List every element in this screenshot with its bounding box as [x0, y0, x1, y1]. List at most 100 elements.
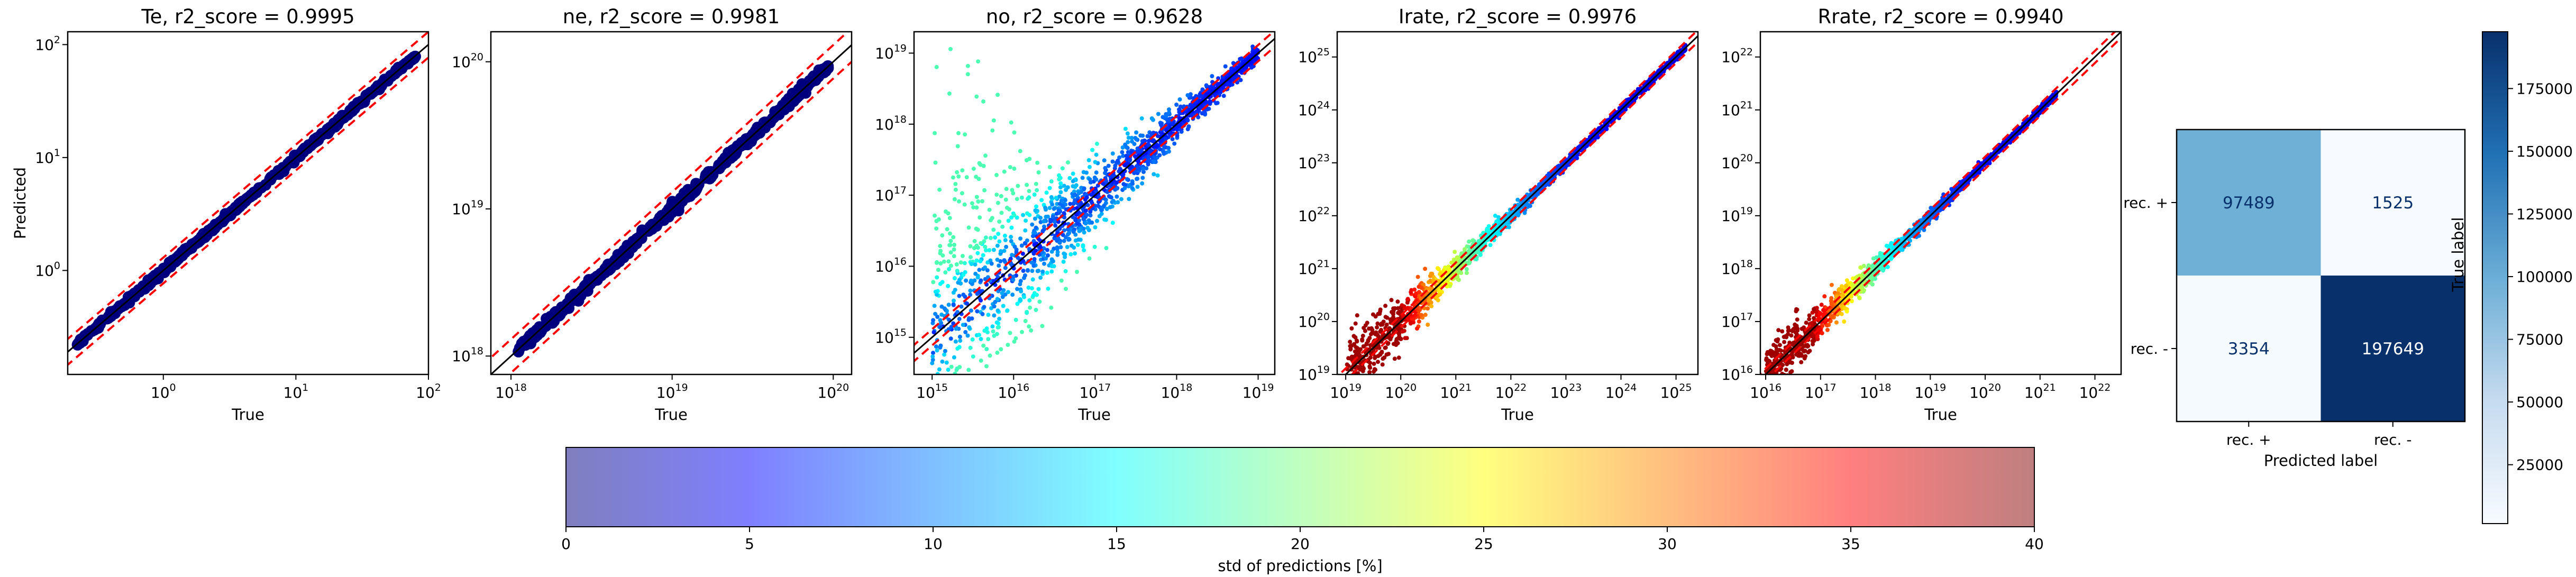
x-tick-label-base: 10	[817, 384, 836, 401]
data-point	[1253, 57, 1258, 61]
data-point	[1419, 286, 1424, 290]
data-point	[1004, 187, 1009, 191]
x-tick-label-base: 10	[1550, 384, 1569, 401]
data-point	[311, 132, 323, 144]
data-point	[1060, 166, 1065, 171]
data-point	[1009, 225, 1014, 230]
y-tick-label-exponent: 20	[1317, 311, 1330, 323]
x-tick-label: 1022	[1495, 382, 1527, 401]
data-point	[975, 375, 980, 380]
data-point	[1390, 310, 1394, 314]
data-point	[945, 227, 949, 232]
data-point	[1132, 171, 1137, 176]
data-point	[1012, 166, 1017, 171]
data-point	[938, 345, 943, 350]
data-point	[954, 326, 958, 331]
x-tick-label-exponent: 20	[1404, 382, 1417, 393]
data-point	[1155, 134, 1160, 139]
data-point	[1140, 133, 1145, 138]
data-point	[1780, 329, 1785, 334]
data-point	[1348, 340, 1353, 344]
data-point	[960, 254, 965, 258]
data-point	[1382, 355, 1387, 360]
data-point	[1071, 202, 1076, 206]
data-point	[989, 261, 994, 266]
data-point	[1226, 81, 1230, 86]
data-point	[1082, 248, 1086, 253]
data-point	[1400, 329, 1405, 334]
y-tick-label-exponent: 16	[894, 255, 907, 267]
data-point	[1111, 199, 1116, 203]
data-point	[1081, 244, 1085, 249]
axes-frame	[913, 31, 1276, 375]
data-point	[943, 270, 948, 275]
x-tick-label: 1017	[1079, 382, 1111, 401]
data-point	[1040, 324, 1045, 328]
data-point	[1011, 191, 1016, 196]
data-point	[1084, 170, 1089, 175]
x-tick-label-base: 10	[416, 384, 435, 401]
data-point	[1044, 215, 1048, 219]
data-point	[957, 294, 962, 298]
data-point	[960, 381, 964, 385]
plot-area	[1338, 32, 1698, 374]
data-point	[1059, 198, 1064, 203]
data-point	[1016, 255, 1020, 260]
data-point	[1008, 331, 1012, 335]
data-point	[666, 200, 678, 213]
data-point	[983, 244, 988, 249]
y-tick-label-base: 10	[1298, 102, 1317, 119]
data-point	[1049, 269, 1054, 274]
data-point	[1643, 88, 1648, 93]
data-point	[1408, 321, 1413, 326]
data-point	[1126, 140, 1130, 144]
data-point	[962, 202, 967, 207]
data-point	[962, 409, 966, 413]
y-tick-label: 1019	[452, 198, 483, 218]
data-point	[299, 142, 310, 154]
data-point	[1417, 290, 1421, 295]
data-point	[1146, 158, 1150, 162]
data-point	[965, 63, 970, 68]
data-point	[961, 292, 966, 297]
data-point	[1031, 293, 1036, 298]
data-point	[981, 253, 985, 258]
data-point	[1027, 246, 1031, 251]
data-point	[970, 281, 974, 286]
data-point	[1094, 177, 1099, 182]
data-point	[1034, 181, 1038, 186]
data-point	[958, 260, 963, 265]
data-point	[1080, 176, 1085, 180]
data-point	[1794, 307, 1799, 312]
data-point	[933, 160, 938, 165]
data-point	[1034, 308, 1038, 312]
data-point	[959, 383, 963, 388]
data-point	[948, 263, 953, 268]
data-point	[738, 136, 750, 148]
data-point	[1021, 213, 1026, 217]
data-point	[769, 106, 781, 118]
data-point	[1052, 206, 1056, 211]
x-tick-label-exponent: 17	[1098, 382, 1111, 393]
data-point	[1104, 246, 1109, 251]
x-tick-label: 1020	[817, 382, 849, 401]
data-point	[977, 416, 981, 420]
data-point	[1167, 110, 1172, 115]
data-point	[1016, 184, 1020, 188]
data-point	[785, 93, 797, 105]
data-point	[995, 258, 1000, 262]
data-point	[1056, 208, 1061, 213]
data-point	[1377, 312, 1382, 316]
data-point	[1135, 185, 1140, 189]
data-point	[981, 343, 986, 348]
data-point	[1355, 339, 1359, 344]
data-point	[1361, 365, 1366, 370]
data-point	[1075, 221, 1080, 226]
data-point	[1110, 221, 1115, 225]
data-point	[987, 207, 992, 212]
data-point	[960, 191, 964, 196]
data-point	[982, 305, 986, 309]
x-tick-label-exponent: 16	[1017, 382, 1029, 393]
data-point	[1075, 243, 1080, 248]
